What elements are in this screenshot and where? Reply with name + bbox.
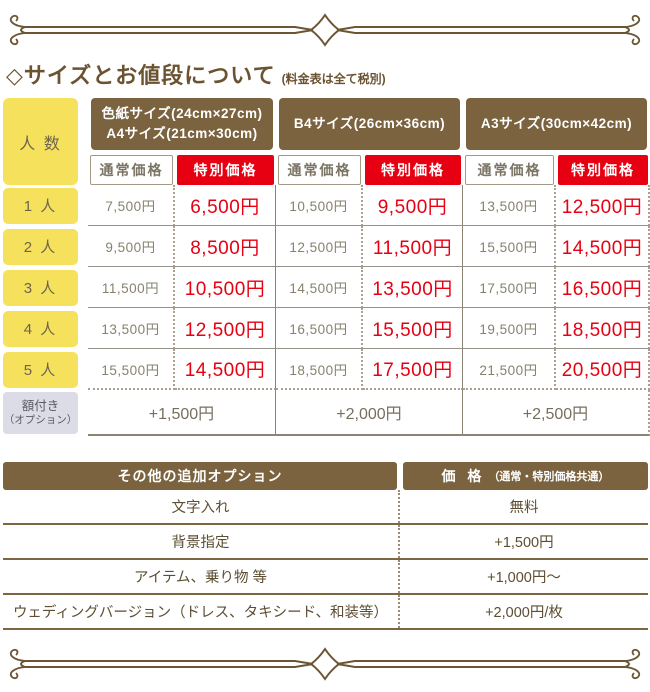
price-header-text: 価 格 xyxy=(441,468,486,484)
price-cell: 14,500円 xyxy=(556,226,650,267)
frame-price-cell: +1,500円 xyxy=(88,390,276,436)
price-cell: 9,500円 xyxy=(363,185,463,226)
table-row-2person: 2 人 9,500円 8,500円 12,500円 11,500円 15,500… xyxy=(0,226,650,267)
frame-price-cell: +2,500円 xyxy=(463,390,650,436)
price-cell: 8,500円 xyxy=(175,226,276,267)
page-title: ◇サイズとお値段について (料金表は全て税別) xyxy=(6,58,650,90)
option-price: +1,000円～ xyxy=(398,560,648,593)
table-row-3person: 3 人 11,500円 10,500円 14,500円 13,500円 17,5… xyxy=(0,267,650,308)
option-row: アイテム、乗り物 等 +1,000円～ xyxy=(3,560,648,595)
option-price: 無料 xyxy=(398,490,648,523)
row-label: 4 人 xyxy=(3,310,78,347)
frame-option-label-line2: （オプション） xyxy=(3,414,78,427)
price-cell: 13,500円 xyxy=(463,185,556,226)
special-price-label: 特別価格 xyxy=(558,155,648,185)
table-row-5person: 5 人 15,500円 14,500円 18,500円 17,500円 21,5… xyxy=(0,349,650,390)
page-title-note: (料金表は全て税別) xyxy=(281,72,386,86)
option-price: +2,000円/枚 xyxy=(398,595,648,628)
price-cell: 14,500円 xyxy=(175,349,276,390)
price-cell: 18,500円 xyxy=(276,349,363,390)
options-header-cell: その他の追加オプション xyxy=(3,462,397,490)
size-header-a3: A3サイズ(30cm×42cm) xyxy=(466,98,647,150)
price-cell: 11,500円 xyxy=(88,267,175,308)
table-row-frame-option: 額付き （オプション） +1,500円 +2,000円 +2,500円 xyxy=(0,390,650,436)
price-cell: 15,500円 xyxy=(463,226,556,267)
frame-price-cell: +2,000円 xyxy=(276,390,463,436)
normal-price-label: 通常価格 xyxy=(465,155,554,185)
price-cell: 10,500円 xyxy=(276,185,363,226)
size-title-line1: B4サイズ(26cm×36cm) xyxy=(293,116,446,132)
price-cell: 6,500円 xyxy=(175,185,276,226)
option-name: アイテム、乗り物 等 xyxy=(133,570,268,586)
price-cell: 13,500円 xyxy=(88,308,175,349)
people-header-cell: 人 数 xyxy=(3,98,78,185)
price-cell: 12,500円 xyxy=(276,226,363,267)
price-header-cell: 価 格 （通常・特別価格共通） xyxy=(403,462,648,490)
ornament-divider-top-icon xyxy=(9,13,641,47)
table-row-4person: 4 人 13,500円 12,500円 16,500円 15,500円 19,5… xyxy=(0,308,650,349)
price-cell: 14,500円 xyxy=(276,267,363,308)
price-cell: 20,500円 xyxy=(556,349,650,390)
price-cell: 7,500円 xyxy=(88,185,175,226)
page-title-text: ◇サイズとお値段について xyxy=(6,63,276,88)
row-label: 1 人 xyxy=(3,187,78,224)
price-header-note: （通常・特別価格共通） xyxy=(488,471,610,483)
row-label: 5 人 xyxy=(3,351,78,388)
size-title-line1: 色紙サイズ(24cm×27cm) xyxy=(101,106,263,122)
option-row: 文字入れ 無料 xyxy=(3,490,648,525)
size-title-line2: A4サイズ(21cm×30cm) xyxy=(106,126,258,141)
row-label: 3 人 xyxy=(3,269,78,306)
price-cell: 15,500円 xyxy=(363,308,463,349)
option-name: ウェディングバージョン（ドレス、タキシード、和装等） xyxy=(12,605,389,621)
options-table-header: その他の追加オプション 価 格 （通常・特別価格共通） xyxy=(3,462,648,490)
price-sheet-page: ◇サイズとお値段について (料金表は全て税別) 人 数 色紙サイズ(24cm×2… xyxy=(0,12,650,692)
price-cell: 12,500円 xyxy=(556,185,650,226)
price-cell: 11,500円 xyxy=(363,226,463,267)
option-name: 背景指定 xyxy=(171,535,230,551)
price-cell: 13,500円 xyxy=(363,267,463,308)
special-price-label: 特別価格 xyxy=(365,155,461,185)
size-title-line1: A3サイズ(30cm×42cm) xyxy=(480,116,633,132)
price-cell: 16,500円 xyxy=(556,267,650,308)
size-header-b4: B4サイズ(26cm×36cm) xyxy=(279,98,460,150)
normal-price-label: 通常価格 xyxy=(278,155,361,185)
additional-options-table: その他の追加オプション 価 格 （通常・特別価格共通） 文字入れ 無料 背景指定… xyxy=(0,462,650,630)
option-price: +1,500円 xyxy=(398,525,648,558)
price-cell: 9,500円 xyxy=(88,226,175,267)
price-cell: 17,500円 xyxy=(463,267,556,308)
price-table: 人 数 色紙サイズ(24cm×27cm) A4サイズ(21cm×30cm) B4… xyxy=(0,98,650,436)
option-name: 文字入れ xyxy=(171,500,230,516)
price-table-header: 人 数 色紙サイズ(24cm×27cm) A4サイズ(21cm×30cm) B4… xyxy=(0,98,650,185)
price-cell: 17,500円 xyxy=(363,349,463,390)
price-cell: 18,500円 xyxy=(556,308,650,349)
row-label: 2 人 xyxy=(3,228,78,265)
frame-option-label-line1: 額付き xyxy=(21,399,60,414)
price-cell: 10,500円 xyxy=(175,267,276,308)
option-row: ウェディングバージョン（ドレス、タキシード、和装等） +2,000円/枚 xyxy=(3,595,648,630)
special-price-label: 特別価格 xyxy=(177,155,274,185)
size-header-shikishi-a4: 色紙サイズ(24cm×27cm) A4サイズ(21cm×30cm) xyxy=(91,98,273,150)
price-cell: 21,500円 xyxy=(463,349,556,390)
price-cell: 19,500円 xyxy=(463,308,556,349)
normal-price-label: 通常価格 xyxy=(90,155,173,185)
price-cell: 15,500円 xyxy=(88,349,175,390)
price-cell: 16,500円 xyxy=(276,308,363,349)
price-cell: 12,500円 xyxy=(175,308,276,349)
frame-option-label: 額付き （オプション） xyxy=(3,392,78,434)
table-row-1person: 1 人 7,500円 6,500円 10,500円 9,500円 13,500円… xyxy=(0,185,650,226)
ornament-divider-bottom-icon xyxy=(9,647,641,681)
option-row: 背景指定 +1,500円 xyxy=(3,525,648,560)
